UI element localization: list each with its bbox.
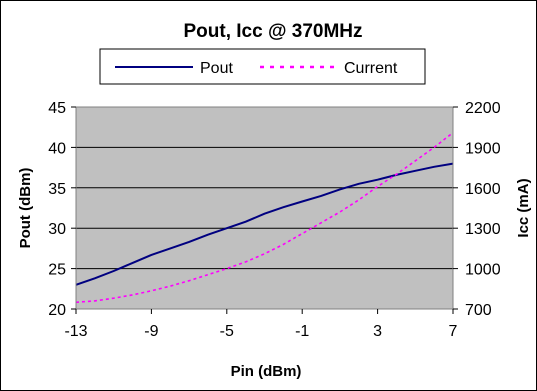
y-left-axis-ticks: 20 25 30 35 40 45 [48, 100, 76, 319]
series-layer [75, 131, 454, 304]
series-line-current [75, 131, 454, 304]
y-right-tick-label: 700 [465, 302, 492, 319]
y-right-tick-label: 1000 [465, 262, 501, 279]
y-left-tick-label: 40 [48, 140, 66, 157]
x-tick-label: 7 [449, 323, 458, 340]
plot-area [76, 107, 453, 309]
plot-border [75, 106, 454, 310]
chart-title: Pout, Icc @ 370MHz [183, 21, 362, 42]
x-axis-title: Pin (dBm) [231, 363, 302, 380]
x-tick-label: -1 [295, 323, 309, 340]
y-right-tick-label: 2200 [465, 100, 501, 117]
legend-label-pout: Pout [200, 60, 233, 77]
x-tick-label: -5 [220, 323, 234, 340]
y-right-tick-label: 1600 [465, 181, 501, 198]
x-axis-ticks: -13 -9 -5 -1 3 7 [64, 309, 458, 340]
legend-label-current: Current [344, 60, 398, 77]
y-left-axis-title: Pout (dBm) [17, 168, 34, 249]
y-right-tick-label: 1300 [465, 221, 501, 238]
legend: Pout Current [99, 48, 426, 85]
y-left-tick-label: 25 [48, 262, 66, 279]
y-right-tick-label: 1900 [465, 140, 501, 157]
y-right-axis-title: Icc (mA) [515, 178, 532, 237]
y-right-axis-ticks: 700 1000 1300 1600 1900 2200 [453, 100, 501, 319]
x-tick-label: -9 [144, 323, 158, 340]
y-left-tick-label: 35 [48, 181, 66, 198]
y-left-tick-label: 20 [48, 302, 66, 319]
series-line-pout [75, 162, 454, 286]
x-tick-label: 3 [373, 323, 382, 340]
y-left-tick-label: 30 [48, 221, 66, 238]
y-left-tick-label: 45 [48, 100, 66, 117]
x-tick-label: -13 [64, 323, 87, 340]
